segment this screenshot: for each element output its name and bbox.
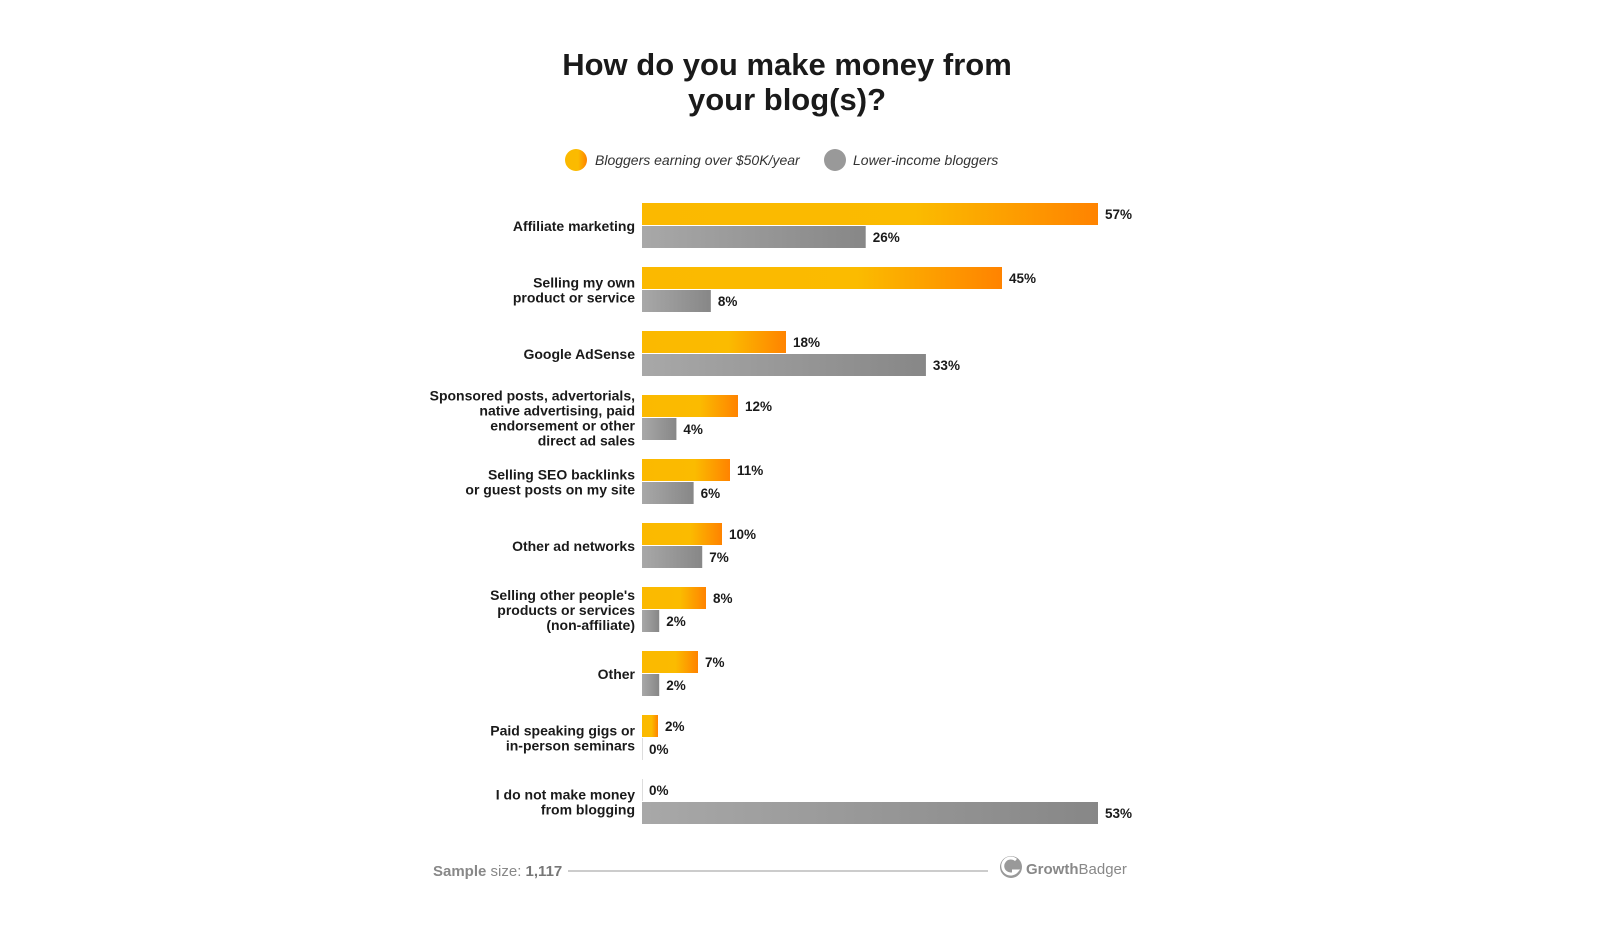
chart-title-line-1: How do you make money from <box>562 47 1012 82</box>
category-label: Other <box>598 666 636 682</box>
category-label: from blogging <box>541 802 635 818</box>
value-label: 0% <box>649 742 669 757</box>
value-label: 45% <box>1009 271 1036 286</box>
category-label: Selling my own <box>533 275 635 291</box>
bar-high-income <box>642 523 722 545</box>
bar-lower-income <box>642 738 643 760</box>
bar-high-income <box>642 459 730 481</box>
value-label: 18% <box>793 335 820 350</box>
bar-high-income <box>642 651 698 673</box>
value-label: 11% <box>737 463 763 478</box>
value-label: 0% <box>649 783 669 798</box>
category-label: or guest posts on my site <box>465 482 635 498</box>
svg-text:GrowthBadger: GrowthBadger <box>1026 861 1127 878</box>
bar-high-income <box>642 715 658 737</box>
category-label: Affiliate marketing <box>513 218 635 234</box>
value-label: 2% <box>665 719 685 734</box>
value-label: 8% <box>718 294 738 309</box>
bar-high-income <box>642 203 1098 225</box>
legend-label-lower-income: Lower-income bloggers <box>853 152 998 168</box>
bar-lower-income <box>642 354 926 376</box>
bar-lower-income <box>642 418 677 440</box>
legend-swatch-high-income <box>565 149 587 171</box>
value-label: 57% <box>1105 207 1132 222</box>
category-label: native advertising, paid <box>479 403 635 419</box>
category-label: product or service <box>513 290 635 306</box>
bar-lower-income <box>642 802 1098 824</box>
value-label: 7% <box>705 655 725 670</box>
category-label: Google AdSense <box>523 346 635 362</box>
bar-lower-income <box>642 290 711 312</box>
category-label: I do not make money <box>496 787 635 803</box>
category-label: Other ad networks <box>512 538 635 554</box>
bar-lower-income <box>642 674 660 696</box>
category-label: (non-affiliate) <box>546 617 635 633</box>
legend-swatch-lower-income <box>824 149 846 171</box>
value-label: 6% <box>701 486 721 501</box>
category-label: products or services <box>497 602 635 618</box>
bar-lower-income <box>642 482 694 504</box>
category-label: Sponsored posts, advertorials, <box>430 388 635 404</box>
bar-lower-income <box>642 226 866 248</box>
category-label: Paid speaking gigs or <box>490 723 635 739</box>
bar-lower-income <box>642 610 660 632</box>
value-label: 26% <box>873 230 900 245</box>
bar-high-income <box>642 779 643 801</box>
bar-high-income <box>642 331 786 353</box>
value-label: 53% <box>1105 806 1132 821</box>
footer: Sample size: 1,117 GrowthBadger <box>433 856 1127 880</box>
value-label: 2% <box>666 678 686 693</box>
sample-size-text: Sample size: 1,117 <box>433 863 562 880</box>
legend-label-high-income: Bloggers earning over $50K/year <box>595 152 801 168</box>
category-label: in-person seminars <box>506 738 635 754</box>
bar-high-income <box>642 395 738 417</box>
value-label: 12% <box>745 399 772 414</box>
category-label: direct ad sales <box>538 433 635 449</box>
bar-high-income <box>642 587 706 609</box>
value-label: 7% <box>709 550 729 565</box>
value-label: 33% <box>933 358 960 373</box>
bar-high-income <box>642 267 1002 289</box>
value-label: 8% <box>713 591 733 606</box>
bar-lower-income <box>642 546 703 568</box>
legend: Bloggers earning over $50K/year Lower-in… <box>565 149 998 171</box>
value-label: 2% <box>666 614 686 629</box>
growthbadger-logo: GrowthBadger <box>1000 856 1127 878</box>
category-label: Selling SEO backlinks <box>488 467 635 483</box>
value-label: 10% <box>729 527 756 542</box>
chart-title-line-2: your blog(s)? <box>688 82 886 117</box>
value-label: 4% <box>683 422 703 437</box>
category-label: Selling other people's <box>490 587 635 603</box>
category-label: endorsement or other <box>490 418 635 434</box>
